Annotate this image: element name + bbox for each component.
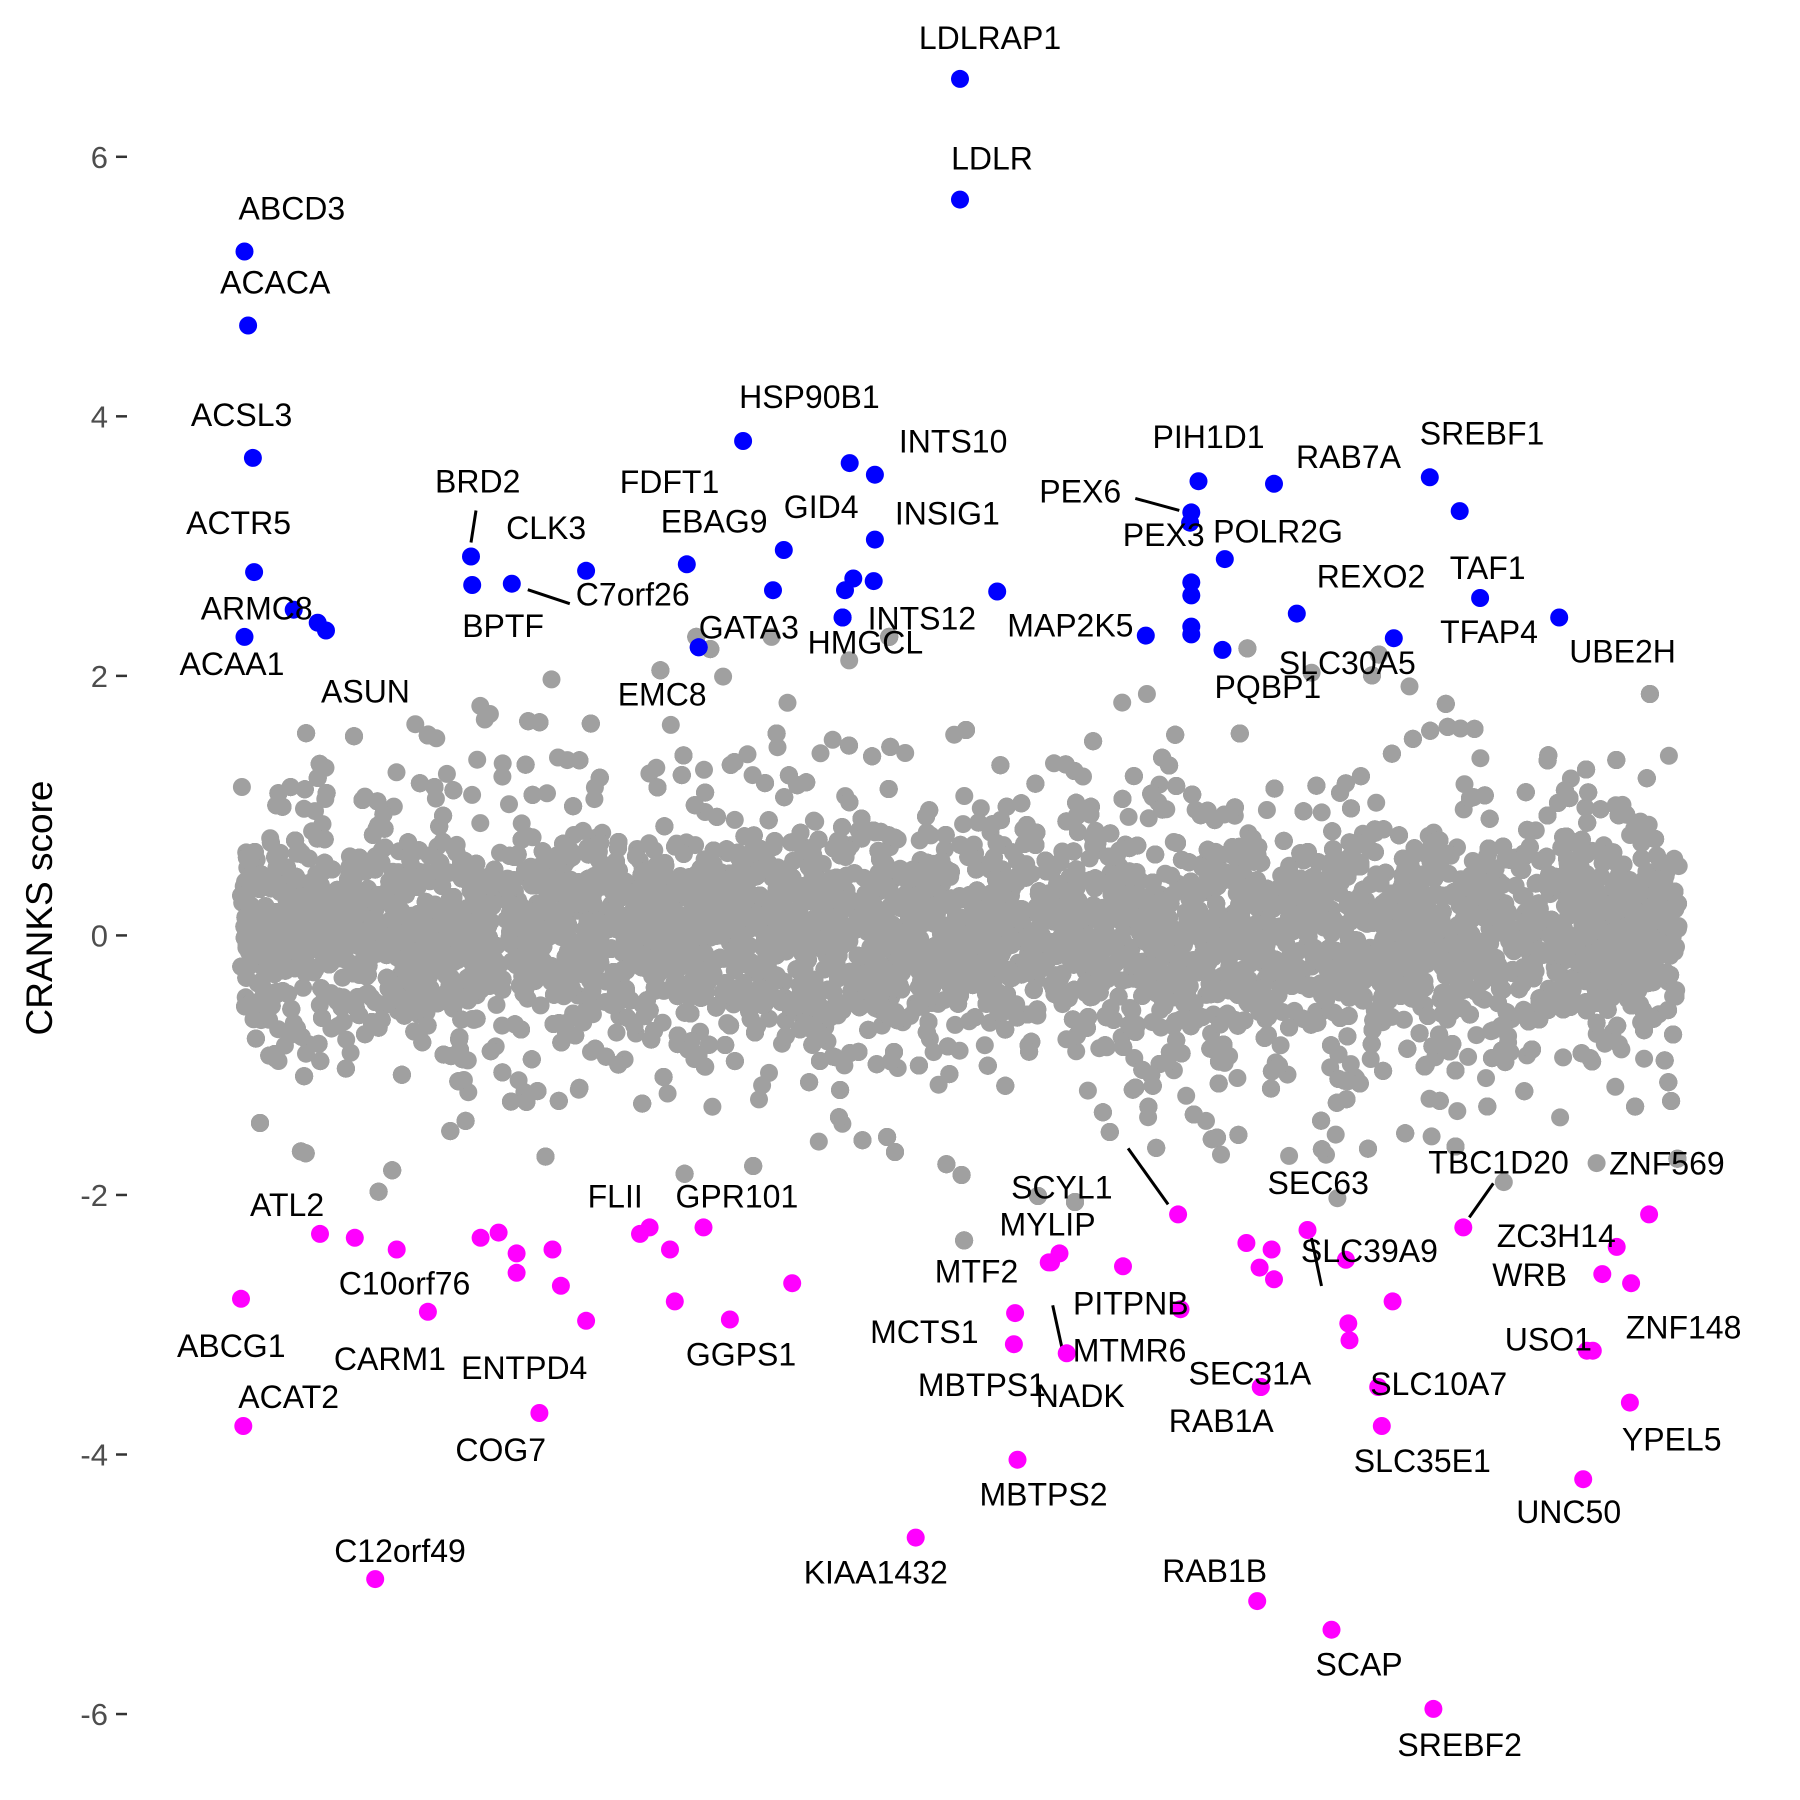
background-point [823, 730, 842, 749]
background-point [954, 815, 973, 834]
background-point [896, 744, 915, 762]
background-point [840, 651, 859, 670]
background-point [647, 758, 666, 777]
background-point [493, 767, 512, 786]
background-point [471, 696, 490, 715]
background-point [924, 1043, 943, 1062]
background-point [1326, 1125, 1345, 1144]
background-point [1257, 801, 1276, 819]
background-point [1139, 809, 1158, 828]
background-point [955, 787, 974, 805]
background-point [1367, 793, 1386, 812]
background-point [294, 978, 313, 997]
background-point [703, 1097, 722, 1116]
background-point [975, 1036, 994, 1055]
y-tick-label: 4 [91, 399, 108, 434]
background-point [809, 1132, 828, 1151]
background-point [1280, 1146, 1299, 1165]
background-point [971, 799, 990, 818]
background-point [1328, 1189, 1347, 1208]
background-point [1459, 1047, 1478, 1066]
background-point [946, 1015, 965, 1034]
y-tick-label: -6 [80, 1697, 108, 1732]
background-point [1394, 1010, 1413, 1029]
background-point [306, 802, 324, 821]
background-point [1448, 1102, 1467, 1121]
background-point [1361, 1050, 1380, 1068]
y-tick-label: -2 [80, 1178, 108, 1213]
background-point [661, 715, 680, 734]
background-point [585, 790, 604, 809]
background-point [1302, 663, 1321, 682]
background-point [1606, 1077, 1625, 1096]
background-point [738, 745, 757, 764]
background-point [1119, 807, 1138, 826]
background-point [232, 778, 251, 796]
background-point [917, 823, 936, 842]
background-point [387, 763, 406, 782]
background-point [538, 784, 556, 803]
background-point [1551, 1108, 1570, 1127]
background-point [1177, 1086, 1196, 1105]
y-tick-label: -4 [80, 1438, 108, 1473]
background-point [1554, 1048, 1573, 1067]
background-point [804, 811, 823, 830]
background-point [1312, 803, 1331, 822]
background-point [695, 760, 713, 779]
background-point [341, 1043, 360, 1062]
background-point [1659, 746, 1678, 765]
background-point [762, 627, 781, 646]
background-point [607, 1023, 626, 1042]
background-point [1078, 1081, 1097, 1100]
background-point [1467, 1026, 1486, 1045]
background-point [1455, 775, 1474, 794]
y-axis: 6 4 2 0 -2 -4 -6 [80, 140, 127, 1732]
background-point [1212, 1145, 1230, 1164]
background-point [1067, 1042, 1086, 1061]
y-tick-label: 6 [91, 140, 108, 175]
background-point [1471, 749, 1490, 768]
background-point [493, 754, 512, 773]
background-point [1228, 1069, 1247, 1087]
background-point [725, 810, 744, 829]
y-tick-label: 2 [91, 659, 108, 694]
background-point [750, 1090, 768, 1109]
background-point [542, 670, 561, 689]
background-point [500, 795, 518, 814]
background-point [1113, 693, 1132, 712]
background-point [1494, 1173, 1513, 1192]
background-point [1137, 685, 1156, 703]
background-point [1156, 864, 1175, 883]
background-point [1576, 798, 1595, 817]
background-point [406, 715, 425, 734]
background-point [437, 764, 456, 783]
background-point [509, 1071, 528, 1090]
background-point [602, 996, 621, 1015]
background-point [487, 995, 506, 1014]
background-point [1477, 1069, 1495, 1088]
background-point [935, 991, 954, 1010]
background-point [768, 738, 787, 757]
background-point [1400, 677, 1419, 696]
background-point [1143, 1013, 1162, 1032]
background-point [1271, 1036, 1290, 1055]
background-point [1587, 1154, 1606, 1173]
background-point [753, 1076, 772, 1095]
background-point [1422, 1127, 1441, 1146]
background-point [658, 1084, 677, 1103]
background-point [778, 693, 797, 712]
background-point [297, 1044, 315, 1063]
background-points [232, 627, 1688, 1250]
background-point [471, 814, 490, 833]
background-point [1635, 1049, 1654, 1068]
background-point [463, 785, 482, 804]
background-point [468, 750, 487, 769]
background-point [714, 667, 733, 686]
background-point [811, 744, 830, 763]
y-tick-label: 0 [91, 918, 108, 953]
background-point [1612, 1040, 1631, 1059]
